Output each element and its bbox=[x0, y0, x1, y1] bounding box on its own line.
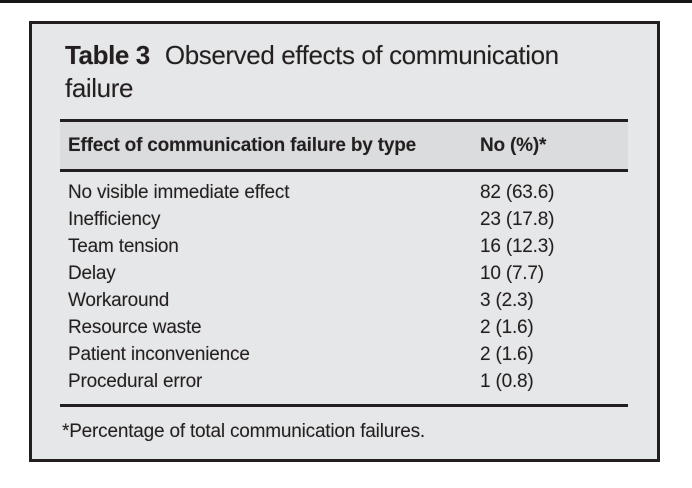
no-pct-cell: 16 (12.3) bbox=[480, 236, 555, 257]
effect-cell: Inefficiency bbox=[68, 209, 161, 230]
table-footnote: *Percentage of total communication failu… bbox=[62, 421, 425, 442]
table-card: Table 3 Observed effects of communication… bbox=[29, 21, 660, 462]
table-row: Procedural error 1 (0.8) bbox=[60, 368, 628, 395]
no-pct-cell: 23 (17.8) bbox=[480, 209, 555, 230]
table-row: Team tension 16 (12.3) bbox=[60, 233, 628, 260]
table-row: Patient inconvenience 2 (1.6) bbox=[60, 341, 628, 368]
table-row: Workaround 3 (2.3) bbox=[60, 287, 628, 314]
page-top-rule bbox=[0, 0, 692, 3]
effect-cell: Patient inconvenience bbox=[68, 344, 250, 365]
table-header-row: Effect of communication failure by type … bbox=[60, 119, 628, 172]
table-title: Table 3 Observed effects of communication… bbox=[65, 39, 629, 105]
no-pct-cell: 10 (7.7) bbox=[480, 263, 544, 284]
effect-cell: Procedural error bbox=[68, 371, 203, 392]
no-pct-cell: 1 (0.8) bbox=[480, 371, 534, 392]
table-row: Inefficiency 23 (17.8) bbox=[60, 206, 628, 233]
effect-cell: Delay bbox=[68, 263, 116, 284]
table-row: Delay 10 (7.7) bbox=[60, 260, 628, 287]
column-header-effect: Effect of communication failure by type bbox=[68, 135, 416, 156]
no-pct-cell: 82 (63.6) bbox=[480, 182, 555, 203]
table-number-label: Table 3 bbox=[65, 40, 150, 70]
no-pct-cell: 3 (2.3) bbox=[480, 290, 534, 311]
effect-cell: Workaround bbox=[68, 290, 170, 311]
table-body: No visible immediate effect 82 (63.6) In… bbox=[60, 172, 628, 407]
data-table: Effect of communication failure by type … bbox=[60, 119, 628, 407]
no-pct-cell: 2 (1.6) bbox=[480, 344, 534, 365]
table-row: No visible immediate effect 82 (63.6) bbox=[60, 179, 628, 206]
effect-cell: Team tension bbox=[68, 236, 179, 257]
effect-cell: Resource waste bbox=[68, 317, 202, 338]
table-caption: Observed effects of communication failur… bbox=[65, 40, 559, 103]
effect-cell: No visible immediate effect bbox=[68, 182, 290, 203]
table-row: Resource waste 2 (1.6) bbox=[60, 314, 628, 341]
no-pct-cell: 2 (1.6) bbox=[480, 317, 534, 338]
column-header-no-pct: No (%)* bbox=[480, 135, 547, 156]
